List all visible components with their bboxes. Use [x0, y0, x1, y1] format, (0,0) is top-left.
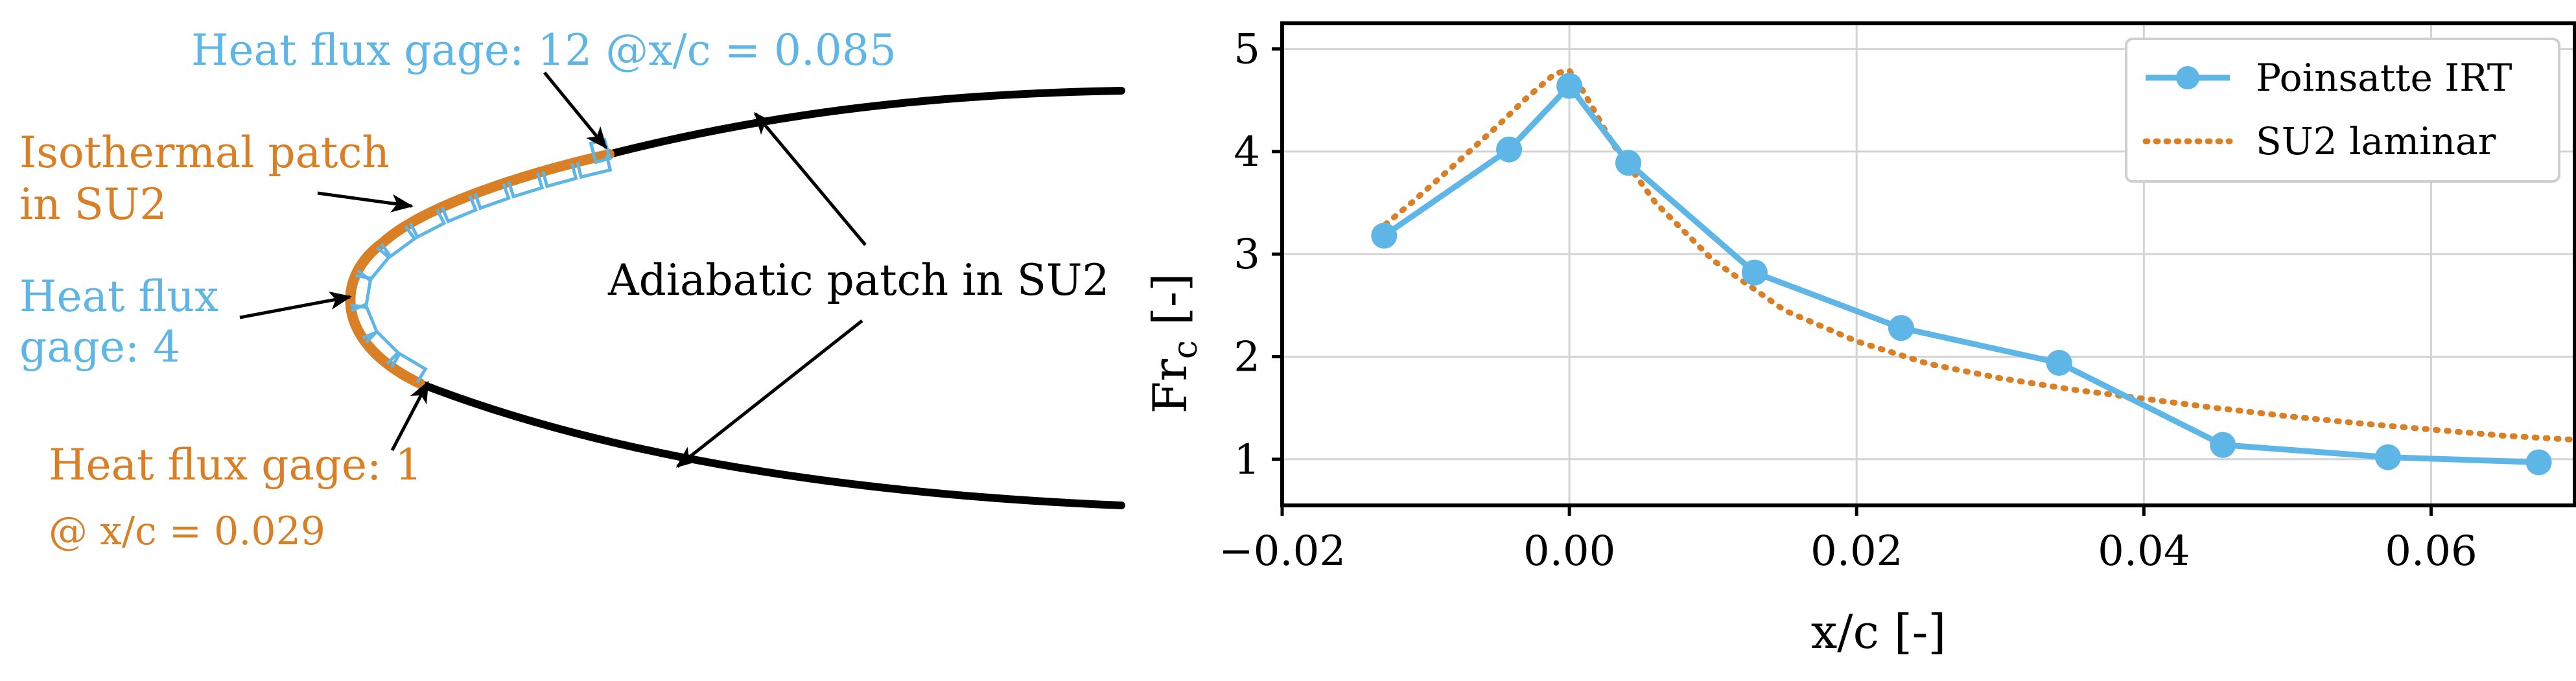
- label-gage-4-line2: gage: 4: [19, 322, 180, 372]
- data-point-poinsatte-irt: [2210, 432, 2236, 458]
- data-point-poinsatte-irt: [1556, 73, 1583, 99]
- heat-flux-gage-12: [576, 154, 613, 179]
- label-isothermal-line1: Isothermal patch: [19, 128, 390, 178]
- data-point-poinsatte-irt: [2046, 349, 2072, 376]
- series-layer: [1371, 67, 2575, 476]
- airfoil-schematic: Heat flux gage: 12 @x/c = 0.085 Isotherm…: [19, 25, 1125, 554]
- heat-flux-gage-6: [380, 225, 417, 259]
- ticks: −0.02 0.00 0.02 0.04 0.06 1 2 3 4 5: [1219, 26, 2477, 575]
- y-axis-label-main: Fr: [1143, 358, 1197, 413]
- legend-label-su2: SU2 laminar: [2256, 119, 2496, 163]
- data-point-poinsatte-irt: [1496, 136, 1523, 163]
- legend-box: [2125, 38, 2560, 183]
- data-point-poinsatte-irt: [1741, 259, 1768, 286]
- label-gage-1-line1: Heat flux gage: 1: [49, 440, 422, 490]
- y-tick-label: 1: [1234, 436, 1260, 484]
- label-gage-4-line1: Heat flux: [19, 271, 218, 321]
- y-axis-label-subscript: c: [1166, 340, 1205, 359]
- isothermal-patch: [345, 149, 615, 389]
- heat-flux-gage-9: [473, 183, 511, 211]
- x-tick-label: 0.02: [1810, 527, 1903, 575]
- adiabatic-wall-lower: [416, 380, 1125, 509]
- series-line-poinsatte-irt: [1382, 83, 2539, 466]
- x-tick-label: −0.02: [1219, 527, 1346, 575]
- plot-frame: [1280, 21, 2576, 507]
- heat-flux-gage-11: [541, 163, 578, 189]
- arrow-gage-1: [390, 380, 430, 452]
- y-tick-label: 4: [1234, 128, 1260, 176]
- arrow-adiabatic-upper: [754, 111, 867, 246]
- label-adiabatic: Adiabatic patch in SU2: [607, 255, 1110, 305]
- heat-flux-gage-8: [440, 194, 478, 224]
- legend-marker-poinsatte: [2176, 66, 2199, 89]
- series-line-su2-laminar: [1374, 67, 2575, 443]
- data-point-poinsatte-irt: [1888, 315, 1914, 341]
- x-tick-label: 0.04: [2098, 527, 2190, 575]
- data-point-poinsatte-irt: [2374, 444, 2401, 470]
- heat-flux-gage-10: [507, 172, 544, 199]
- arrow-adiabatic-lower: [675, 319, 863, 468]
- heat-flux-gage-2: [364, 329, 401, 365]
- arrow-gage-4: [239, 291, 352, 319]
- x-tick-label: 0.06: [2385, 527, 2477, 575]
- heat-flux-gage-7: [408, 209, 447, 240]
- y-tick-label: 2: [1234, 333, 1260, 381]
- label-isothermal-line2: in SU2: [19, 179, 167, 229]
- legend: Poinsatte IRT SU2 laminar: [2125, 38, 2560, 183]
- y-axis-label-unit: [-]: [1143, 273, 1197, 340]
- x-tick-label: 0.00: [1523, 527, 1616, 575]
- data-point-poinsatte-irt: [1615, 150, 1641, 176]
- chart: −0.02 0.00 0.02 0.04 0.06 1 2 3 4 5 x/c [-] Frc […: [1143, 21, 2576, 659]
- adiabatic-wall-upper: [605, 87, 1125, 158]
- data-point-poinsatte-irt: [2525, 449, 2552, 476]
- heat-flux-gage-1: [390, 351, 428, 384]
- x-axis-label: x/c [-]: [1811, 605, 1947, 659]
- data-point-poinsatte-irt: [1371, 222, 1398, 249]
- arrow-gage-12: [543, 71, 607, 150]
- label-gage-1-line2: @ x/c = 0.029: [49, 509, 325, 554]
- arrow-isothermal: [317, 191, 414, 213]
- heat-flux-gage-3: [350, 302, 379, 340]
- label-gage-12: Heat flux gage: 12 @x/c = 0.085: [191, 25, 896, 75]
- y-axis-label: Frc [-]: [1143, 273, 1205, 414]
- y-tick-label: 3: [1234, 231, 1260, 279]
- legend-label-poinsatte: Poinsatte IRT: [2256, 56, 2512, 100]
- y-tick-label: 5: [1234, 26, 1260, 74]
